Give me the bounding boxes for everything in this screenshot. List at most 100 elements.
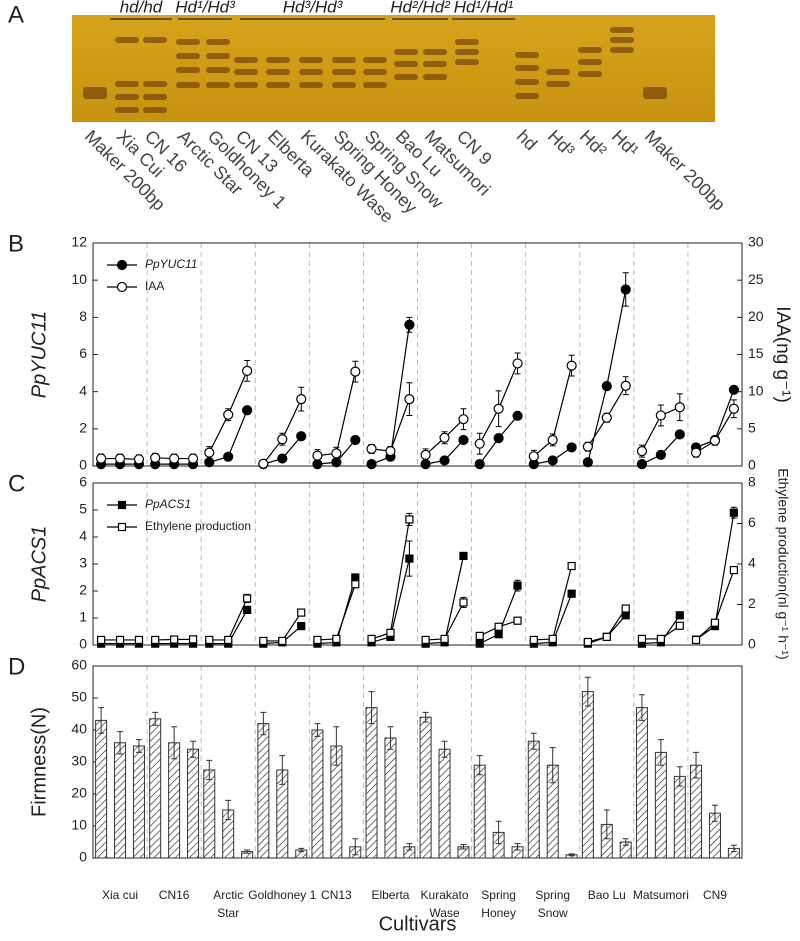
data-marker bbox=[621, 604, 630, 613]
error-bar bbox=[190, 740, 197, 758]
y-tick-label: 10 bbox=[71, 817, 87, 833]
data-marker bbox=[582, 441, 593, 452]
series-line bbox=[425, 602, 465, 641]
y-tick-label: 50 bbox=[71, 689, 87, 705]
gel-band bbox=[143, 94, 167, 100]
data-marker bbox=[474, 459, 485, 470]
error-bar bbox=[568, 853, 575, 857]
error-bar bbox=[638, 694, 645, 721]
bar bbox=[419, 716, 432, 859]
gel-band bbox=[546, 81, 570, 87]
bar bbox=[384, 737, 397, 859]
y-tick-label: 30 bbox=[71, 753, 87, 769]
genotype-label: hd/hd bbox=[120, 0, 163, 16]
y-tick-label: 8 bbox=[79, 308, 87, 324]
gel-band bbox=[578, 59, 602, 65]
data-marker bbox=[547, 434, 558, 446]
data-marker bbox=[655, 449, 666, 460]
error-bar bbox=[622, 838, 629, 846]
data-marker bbox=[169, 453, 180, 464]
gel-band bbox=[423, 49, 447, 55]
gel-band bbox=[143, 81, 167, 87]
data-marker bbox=[351, 573, 360, 582]
data-marker bbox=[243, 605, 252, 615]
gel-band bbox=[266, 57, 290, 63]
data-marker bbox=[656, 634, 665, 644]
y2-tick-label: 0 bbox=[748, 457, 756, 473]
data-marker bbox=[223, 409, 234, 420]
data-marker bbox=[404, 319, 415, 330]
data-marker bbox=[691, 635, 701, 645]
y2-tick-label: 25 bbox=[748, 271, 764, 287]
error-bar bbox=[422, 711, 429, 723]
bar bbox=[203, 769, 216, 859]
error-bar bbox=[603, 809, 610, 840]
data-marker bbox=[458, 434, 469, 446]
series-line bbox=[587, 289, 627, 463]
series-line bbox=[317, 577, 356, 645]
gel-band bbox=[423, 61, 447, 67]
data-marker bbox=[494, 622, 503, 631]
x-tick-label: Spring bbox=[481, 888, 516, 902]
data-marker bbox=[513, 581, 522, 590]
error-bar bbox=[514, 843, 521, 851]
data-marker bbox=[297, 621, 306, 631]
data-marker bbox=[205, 635, 214, 645]
data-marker bbox=[366, 459, 377, 470]
error-bar bbox=[406, 843, 413, 851]
bar bbox=[654, 751, 667, 859]
error-bar bbox=[693, 751, 700, 779]
data-marker bbox=[277, 453, 288, 464]
gel-band bbox=[610, 47, 634, 53]
data-marker bbox=[729, 565, 738, 575]
y2-tick-label: 20 bbox=[748, 308, 764, 324]
data-marker bbox=[458, 414, 469, 425]
data-marker bbox=[367, 634, 376, 644]
data-marker bbox=[224, 635, 233, 645]
data-marker bbox=[204, 447, 215, 458]
gel-band bbox=[115, 81, 139, 87]
series-line bbox=[533, 565, 573, 641]
lane-label: Hd³ bbox=[544, 126, 579, 161]
data-marker bbox=[474, 438, 485, 449]
data-marker bbox=[439, 455, 450, 466]
data-marker bbox=[601, 412, 612, 423]
gel-band bbox=[206, 82, 230, 88]
data-marker bbox=[313, 635, 322, 645]
data-marker bbox=[204, 457, 215, 468]
legend-label: IAA bbox=[145, 279, 164, 293]
bar bbox=[311, 729, 324, 859]
data-marker bbox=[420, 449, 431, 460]
gel-band bbox=[299, 69, 323, 75]
y2-tick-label: 30 bbox=[748, 234, 764, 250]
series-line bbox=[371, 398, 410, 452]
data-marker bbox=[690, 447, 702, 458]
data-marker bbox=[547, 455, 558, 466]
error-bar bbox=[657, 739, 664, 766]
data-marker bbox=[728, 403, 739, 414]
series-line bbox=[425, 555, 465, 645]
data-marker bbox=[114, 453, 126, 464]
y-axis-title: PpYUC11 bbox=[28, 311, 50, 398]
gel-band bbox=[332, 57, 356, 63]
data-marker bbox=[312, 450, 323, 461]
gel-band bbox=[515, 52, 539, 58]
data-marker bbox=[566, 442, 577, 453]
y-tick-label: 2 bbox=[79, 582, 87, 598]
legend-label: Ethylene production bbox=[145, 519, 251, 533]
panel-letter: A bbox=[8, 1, 24, 28]
data-marker bbox=[601, 380, 612, 392]
bar bbox=[114, 742, 127, 859]
x-tick-label: Goldhoney 1 bbox=[248, 888, 316, 902]
gel-band bbox=[578, 47, 602, 53]
error-bar bbox=[260, 711, 267, 736]
x-tick-label: CN9 bbox=[703, 888, 727, 902]
bar bbox=[438, 748, 451, 859]
error-bar bbox=[298, 847, 305, 853]
y-tick-label: 12 bbox=[71, 234, 87, 250]
series-line bbox=[371, 324, 410, 465]
lane-label: Hd² bbox=[576, 126, 611, 161]
bar bbox=[95, 719, 108, 859]
bar bbox=[581, 691, 594, 859]
data-marker bbox=[710, 618, 720, 627]
